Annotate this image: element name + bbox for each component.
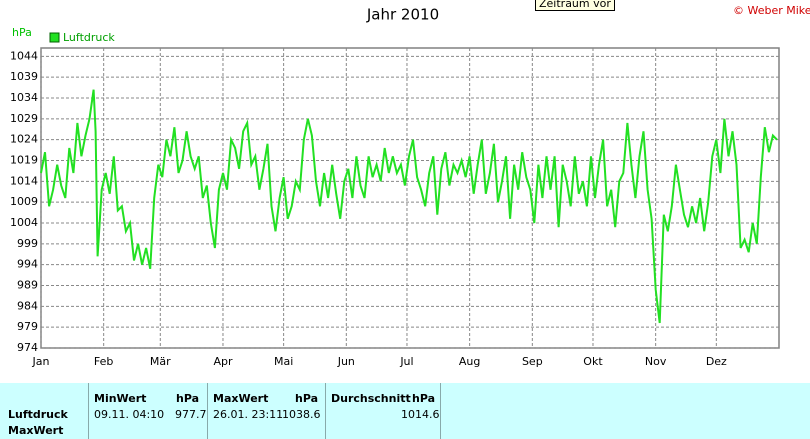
y-tick-label: 994 <box>17 258 38 271</box>
x-tick-label: Jan <box>32 355 50 368</box>
copyright: © Weber Mike <box>733 4 810 17</box>
separator <box>207 383 208 439</box>
x-tick-label: Jun <box>337 355 355 368</box>
cell: 26.01. 23:11 <box>213 408 284 421</box>
y-tick-label: 1039 <box>10 70 38 83</box>
y-tick-label: 989 <box>17 279 38 292</box>
summary-table: Luftdruck MaxWert MinWert hPa 09.11. 04:… <box>0 383 810 439</box>
y-axis-label: hPa <box>12 26 32 39</box>
x-tick-label: Jul <box>399 355 413 368</box>
cell: 1014.6 <box>401 408 440 421</box>
y-tick-label: 1044 <box>10 49 38 62</box>
x-tick-label: Mai <box>274 355 293 368</box>
tooltip: Zeitraum vor <box>535 0 615 11</box>
y-tick-label: 979 <box>17 320 38 333</box>
y-tick-label: 1029 <box>10 112 38 125</box>
x-tick-label: Sep <box>522 355 543 368</box>
chart-title: Jahr 2010 <box>366 6 439 24</box>
legend-swatch <box>49 32 60 43</box>
y-tick-label: 974 <box>17 341 38 354</box>
y-tick-label: 1014 <box>10 174 38 187</box>
cell: 1038.6 <box>282 408 321 421</box>
row-label: Luftdruck <box>8 408 68 421</box>
row-label: MaxWert <box>8 424 64 437</box>
column-unit: hPa <box>295 392 319 405</box>
y-tick-label: 1024 <box>10 133 38 146</box>
column-header: MinWert <box>94 392 147 405</box>
column-unit: hPa <box>176 392 200 405</box>
x-tick-label: Apr <box>213 355 233 368</box>
cell: 977.7 <box>175 408 207 421</box>
x-tick-label: Nov <box>645 355 667 368</box>
x-tick-label: Okt <box>583 355 603 368</box>
y-tick-label: 1019 <box>10 154 38 167</box>
column-header: MaxWert <box>213 392 269 405</box>
column-header: Durchschnitt <box>331 392 411 405</box>
separator <box>440 383 441 439</box>
y-tick-label: 1009 <box>10 195 38 208</box>
column-unit: hPa <box>412 392 436 405</box>
x-tick-label: Aug <box>459 355 480 368</box>
x-tick-label: Mär <box>150 355 171 368</box>
y-tick-label: 1004 <box>10 216 38 229</box>
separator <box>88 383 89 439</box>
x-tick-label: Dez <box>706 355 727 368</box>
chart: Jahr 2010 hPa © Weber Mike 974 979 984 989 9… <box>10 4 810 368</box>
separator <box>325 383 326 439</box>
line <box>40 89 778 324</box>
y-tick-label: 999 <box>17 237 38 250</box>
y-tick-label: 1034 <box>10 91 38 104</box>
cell: 09.11. 04:10 <box>94 408 165 421</box>
plot-area <box>40 47 780 349</box>
y-tick-label: 984 <box>17 299 38 312</box>
legend-label: Luftdruck <box>63 31 115 44</box>
x-tick-label: Feb <box>94 355 113 368</box>
